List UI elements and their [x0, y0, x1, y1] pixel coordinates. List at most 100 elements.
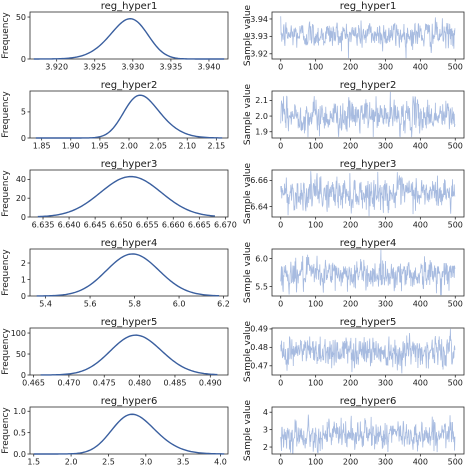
- x-tick-label: 3.940: [198, 63, 221, 72]
- y-axis-label: Frequency: [1, 249, 11, 296]
- x-tick-label: 500: [448, 300, 463, 309]
- x-tick-label: 0.485: [164, 379, 187, 388]
- axes-frame: [29, 248, 229, 297]
- y-tick-label: 3.93: [250, 32, 268, 41]
- density-curve: [37, 175, 216, 218]
- x-tick-label: 300: [378, 300, 393, 309]
- x-tick-label: 500: [448, 63, 463, 72]
- x-tick-label: 6.0: [173, 300, 186, 309]
- x-tick-label: 200: [343, 221, 358, 230]
- trace-line: [280, 414, 456, 454]
- x-tick-label: 5.6: [84, 300, 97, 309]
- y-tick-label: 0: [21, 371, 26, 380]
- y-tick-label: 1: [21, 275, 26, 284]
- y-tick-label: 40: [16, 175, 26, 184]
- x-tick-label: 400: [413, 221, 428, 230]
- y-tick-label: 5: [21, 108, 26, 117]
- x-tick-label: 1.5: [27, 458, 40, 467]
- x-tick-label: 1.90: [62, 142, 80, 151]
- axes-frame: [29, 169, 229, 218]
- x-tick-label: 4.0: [214, 458, 227, 467]
- x-tick-label: 6.640: [58, 221, 81, 230]
- y-axis-label: Frequency: [1, 407, 11, 454]
- y-tick-label: 3.94: [250, 15, 268, 24]
- y-tick-label: 6.66: [250, 176, 268, 185]
- panel-reg_hyper5-trace: reg_hyper5 Sample value 0 100 200 300 400 500 0.…: [243, 317, 465, 388]
- trace-line: [280, 171, 456, 217]
- x-tick-label: 300: [378, 458, 393, 467]
- y-tick-label: 0: [21, 134, 26, 143]
- x-tick-label: 6.2: [217, 300, 230, 309]
- x-tick-label: 2.05: [149, 142, 167, 151]
- y-tick-label: 0: [21, 55, 26, 64]
- panel-reg_hyper6-trace: reg_hyper6 Sample value 0 100 200 300 400 500 2 3…: [243, 396, 465, 467]
- x-tick-label: 2.10: [178, 142, 196, 151]
- x-tick-label: 5.8: [128, 300, 141, 309]
- x-tick-label: 300: [378, 221, 393, 230]
- x-tick-label: 6.660: [162, 221, 185, 230]
- y-axis-label: Frequency: [1, 91, 11, 138]
- x-tick-label: 6.665: [188, 221, 211, 230]
- x-tick-label: 0: [278, 221, 283, 230]
- panel-title: reg_hyper3: [340, 159, 397, 170]
- panel-title: reg_hyper1: [340, 1, 397, 12]
- y-tick-label: 0.0: [13, 450, 26, 459]
- x-tick-label: 100: [308, 63, 323, 72]
- panel-title: reg_hyper1: [101, 1, 158, 12]
- x-tick-label: 6.645: [84, 221, 107, 230]
- x-tick-label: 400: [413, 300, 428, 309]
- y-tick-label: 4: [263, 408, 268, 417]
- panel-reg_hyper5-density: reg_hyper5 Frequency 0.465 0.470 0.475 0.480 0…: [1, 317, 229, 388]
- panel-title: reg_hyper2: [101, 80, 158, 91]
- density-curve: [33, 413, 225, 455]
- density-curve: [33, 18, 225, 60]
- x-tick-label: 0: [278, 142, 283, 151]
- panel-title: reg_hyper5: [340, 317, 397, 328]
- panel-reg_hyper6-density: reg_hyper6 Frequency 1.5 2.0 2.5 3.0 3.5 4.0 0.0…: [1, 396, 229, 467]
- y-axis-label: Sample value: [243, 83, 253, 145]
- x-tick-label: 300: [378, 63, 393, 72]
- panel-title: reg_hyper4: [101, 238, 158, 249]
- x-tick-label: 0: [278, 300, 283, 309]
- panel-title: reg_hyper6: [101, 396, 158, 407]
- y-tick-label: 50: [16, 13, 26, 22]
- y-tick-label: 2: [263, 443, 268, 452]
- trace-line: [280, 249, 456, 296]
- x-tick-label: 2.15: [207, 142, 225, 151]
- x-tick-label: 100: [308, 142, 323, 151]
- panel-reg_hyper4-trace: reg_hyper4 Sample value 0 100 200 300 400 500 5.…: [243, 238, 465, 309]
- panel-title: reg_hyper2: [340, 80, 397, 91]
- y-tick-label: 50: [16, 350, 26, 359]
- axes-frame: [29, 90, 229, 139]
- x-tick-label: 0.475: [93, 379, 116, 388]
- y-tick-label: 3: [263, 425, 268, 434]
- x-tick-label: 3.930: [121, 63, 144, 72]
- x-tick-label: 0.470: [57, 379, 80, 388]
- x-tick-label: 200: [343, 300, 358, 309]
- trace-line: [280, 91, 456, 138]
- x-tick-label: 400: [413, 379, 428, 388]
- x-tick-label: 100: [308, 221, 323, 230]
- panel-title: reg_hyper3: [101, 159, 158, 170]
- axes-frame: [29, 11, 229, 60]
- x-tick-label: 3.0: [139, 458, 152, 467]
- density-curve: [36, 253, 220, 297]
- x-tick-label: 2.0: [65, 458, 78, 467]
- y-tick-label: 0.49: [250, 325, 268, 334]
- y-tick-label: 0.48: [250, 343, 268, 352]
- y-tick-label: 1.0: [13, 407, 26, 416]
- y-tick-label: 0.5: [13, 428, 26, 437]
- y-tick-label: 2.0: [255, 112, 268, 121]
- panel-reg_hyper2-trace: reg_hyper2 Sample value 0 100 200 300 400 500 1.…: [243, 80, 465, 151]
- y-axis-label: Sample value: [243, 241, 253, 303]
- x-tick-label: 500: [448, 221, 463, 230]
- panel-reg_hyper1-trace: reg_hyper1 Sample value 0 100 200 300 400 500 3.…: [243, 1, 465, 72]
- x-tick-label: 200: [343, 142, 358, 151]
- panel-title: reg_hyper6: [340, 396, 397, 407]
- y-tick-label: 1.9: [255, 128, 268, 137]
- y-tick-label: 0.47: [250, 362, 268, 371]
- x-tick-label: 1.95: [91, 142, 109, 151]
- panel-reg_hyper4-density: reg_hyper4 Frequency 5.4 5.6 5.8 6.0 6.2 0 1 2: [1, 238, 230, 309]
- x-tick-label: 3.925: [83, 63, 106, 72]
